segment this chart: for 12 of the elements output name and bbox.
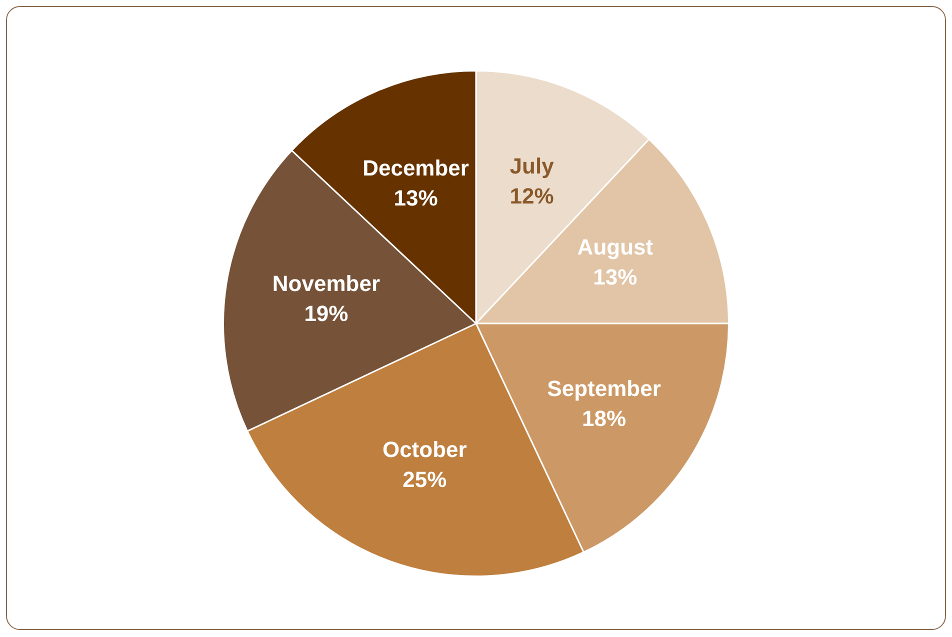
slice-label: December bbox=[362, 155, 470, 180]
slice-label: July bbox=[510, 154, 555, 179]
data-label: 18% bbox=[582, 406, 626, 431]
slice-label: September bbox=[547, 376, 662, 401]
data-label: 13% bbox=[394, 185, 438, 210]
slice-label: November bbox=[272, 270, 380, 296]
data-label: 25% bbox=[402, 467, 447, 492]
slice-label: October bbox=[382, 437, 468, 462]
data-label: 13% bbox=[593, 264, 638, 290]
data-label: 19% bbox=[304, 300, 348, 326]
data-label: 12% bbox=[510, 184, 554, 209]
slice-label: August bbox=[577, 234, 654, 260]
